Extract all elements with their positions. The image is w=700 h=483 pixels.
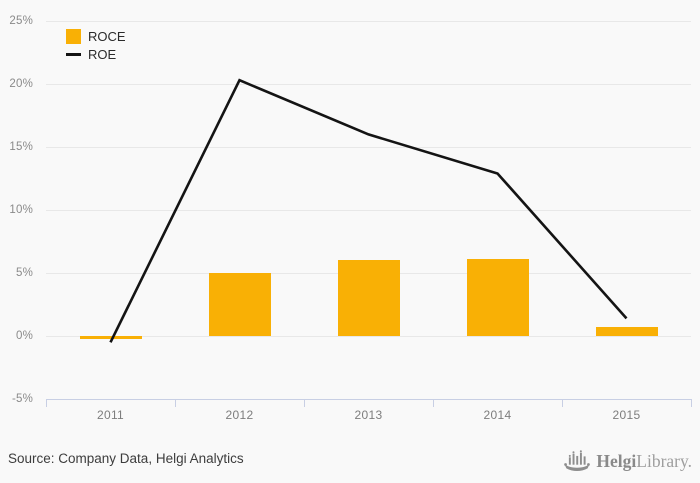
roe-line-swatch: [66, 53, 81, 56]
viking-ship-icon: [564, 450, 591, 472]
x-tick-label: 2014: [483, 408, 512, 422]
logo-wordmark: HelgiLibrary.: [596, 450, 692, 472]
x-axis-tick: [304, 399, 305, 407]
y-tick-label: 25%: [9, 15, 33, 27]
bar-2013: [338, 260, 400, 336]
x-tick-label: 2011: [96, 408, 125, 422]
legend-label-roe: ROE: [88, 47, 117, 62]
x-axis-tick: [175, 399, 176, 407]
roce-bar-swatch: [66, 29, 81, 44]
bar-2015: [596, 327, 658, 336]
x-tick-label: 2015: [612, 408, 641, 422]
logo-library: Library.: [636, 451, 692, 471]
grid-line: [46, 336, 691, 337]
legend-item-roce: ROCE: [66, 28, 126, 45]
y-tick-label: -5%: [11, 393, 33, 405]
bar-2014: [467, 259, 529, 336]
logo-helgi: Helgi: [596, 451, 637, 471]
grid-line: [46, 147, 691, 148]
helgi-library-logo: HelgiLibrary.: [563, 449, 692, 473]
y-tick-label: 15%: [9, 141, 33, 153]
legend-label-roce: ROCE: [88, 29, 126, 44]
y-tick-label: 10%: [9, 204, 33, 216]
y-tick-label: 5%: [15, 267, 33, 279]
x-tick-label: 2013: [354, 408, 383, 422]
grid-line: [46, 210, 691, 211]
source-text: Source: Company Data, Helgi Analytics: [8, 451, 244, 466]
y-tick-label: 0%: [15, 330, 33, 342]
x-axis-line: [46, 399, 691, 400]
legend-item-roe: ROE: [66, 46, 126, 63]
y-tick-label: 20%: [9, 78, 33, 90]
grid-line: [46, 21, 691, 22]
x-axis-tick: [691, 399, 692, 407]
bar-2012: [209, 273, 271, 336]
x-tick-label: 2012: [225, 408, 254, 422]
x-axis-tick: [433, 399, 434, 407]
x-axis-tick: [46, 399, 47, 407]
bar-2011: [80, 336, 142, 339]
grid-line: [46, 84, 691, 85]
x-axis-tick: [562, 399, 563, 407]
legend: ROCE ROE: [66, 28, 126, 64]
footer: Source: Company Data, Helgi Analytics: [0, 443, 700, 483]
